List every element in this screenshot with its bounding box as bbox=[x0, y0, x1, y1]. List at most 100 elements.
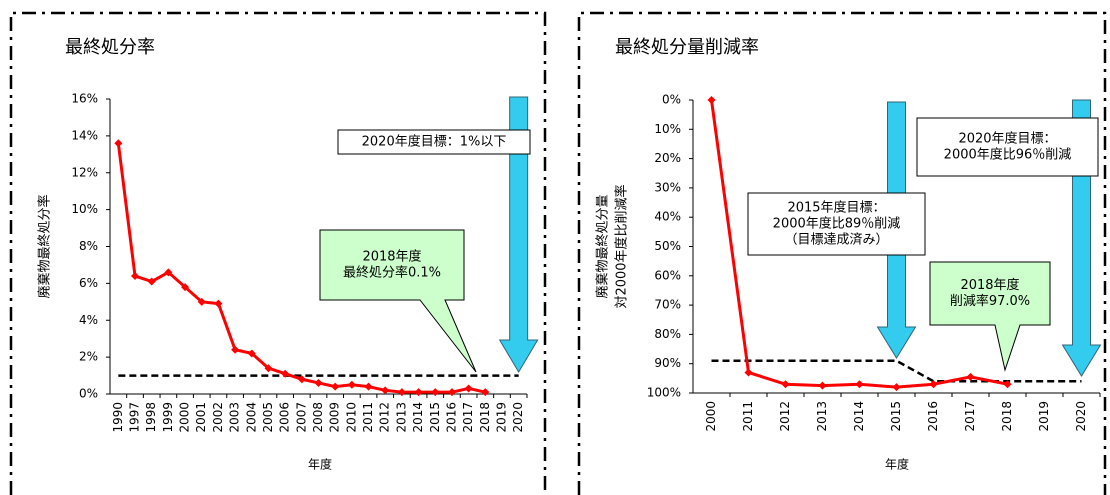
data-point bbox=[1003, 380, 1012, 389]
annotation-box bbox=[747, 192, 926, 256]
annotation-box bbox=[337, 129, 531, 155]
x-tick-label: 2012 bbox=[378, 402, 392, 433]
x-axis-label: 年度 bbox=[308, 457, 332, 472]
panel-border bbox=[9, 11, 547, 495]
data-point bbox=[147, 277, 156, 286]
x-tick-label: 1997 bbox=[128, 402, 142, 433]
y-axis-label: 廃棄物最終処分量 bbox=[595, 194, 611, 298]
y-tick-label: 14% bbox=[71, 128, 98, 142]
y-tick-label: 100% bbox=[647, 386, 681, 400]
x-tick-label: 2009 bbox=[328, 402, 342, 433]
data-point bbox=[314, 378, 323, 387]
y-tick-label: 40% bbox=[654, 210, 681, 224]
annotation-text: （目標達成済み） bbox=[784, 232, 888, 248]
annotation-text: 2000年度比96％削減 bbox=[944, 147, 1072, 163]
annotation-text: 削減率97.0% bbox=[950, 293, 1030, 309]
data-point bbox=[855, 380, 864, 389]
x-tick-label: 2006 bbox=[278, 402, 292, 433]
y-tick-label: 60% bbox=[654, 268, 681, 282]
x-tick-label: 2019 bbox=[1037, 401, 1051, 432]
x-tick-label: 1999 bbox=[161, 402, 175, 433]
y-tick-label: 20% bbox=[654, 151, 681, 165]
y-tick-label: 50% bbox=[654, 239, 681, 253]
data-point bbox=[707, 96, 716, 104]
x-tick-label: 2003 bbox=[228, 402, 242, 433]
panel-border bbox=[577, 11, 1107, 495]
x-tick-label: 2013 bbox=[815, 401, 829, 432]
data-point bbox=[247, 349, 256, 358]
x-tick-label: 2002 bbox=[211, 402, 225, 433]
x-tick-label: 2016 bbox=[444, 402, 458, 433]
x-tick-label: 2015 bbox=[889, 401, 903, 432]
data-point bbox=[264, 364, 273, 373]
x-tick-label: 2017 bbox=[963, 401, 977, 432]
data-point bbox=[781, 380, 790, 389]
callout-box bbox=[929, 261, 1051, 372]
data-point bbox=[181, 283, 190, 292]
x-tick-label: 2013 bbox=[394, 402, 408, 433]
y-tick-label: 0% bbox=[79, 387, 98, 401]
data-point bbox=[929, 380, 938, 389]
data-point bbox=[431, 388, 440, 397]
data-point bbox=[214, 299, 223, 308]
x-tick-label: 2014 bbox=[411, 402, 425, 433]
x-tick-label: 2011 bbox=[361, 402, 375, 433]
annotation-text: 2018年度 bbox=[960, 277, 1019, 293]
x-tick-label: 2019 bbox=[494, 402, 508, 433]
y-tick-label: 2% bbox=[79, 350, 98, 364]
annotation-text: 2015年度目標： bbox=[787, 200, 885, 216]
annotation-text: 2018年度 bbox=[362, 249, 421, 265]
data-point bbox=[297, 375, 306, 384]
data-point bbox=[281, 369, 290, 378]
data-point bbox=[397, 388, 406, 397]
data-point bbox=[892, 383, 901, 392]
y-axis-label: 廃棄物最終処分率 bbox=[37, 194, 53, 298]
data-point bbox=[381, 386, 390, 395]
y-tick-label: 6% bbox=[79, 276, 98, 290]
data-point bbox=[364, 382, 373, 391]
y-tick-label: 90% bbox=[654, 356, 681, 370]
y-tick-label: 30% bbox=[654, 180, 681, 194]
target-line bbox=[711, 359, 1082, 383]
data-point bbox=[197, 297, 206, 306]
y-tick-label: 0% bbox=[662, 93, 681, 107]
x-tick-label: 2008 bbox=[311, 402, 325, 433]
data-point bbox=[114, 139, 123, 148]
x-tick-label: 2000 bbox=[178, 402, 192, 433]
x-tick-label: 2000 bbox=[704, 401, 718, 432]
y-tick-label: 16% bbox=[71, 92, 98, 106]
x-tick-label: 2001 bbox=[194, 402, 208, 433]
x-tick-label: 2011 bbox=[741, 401, 755, 432]
data-point bbox=[481, 388, 490, 397]
data-point bbox=[414, 388, 423, 397]
data-point bbox=[744, 368, 753, 377]
x-tick-label: 2005 bbox=[261, 402, 275, 433]
x-tick-label: 2007 bbox=[294, 402, 308, 433]
annotation-text: 2000年度比89％削減 bbox=[773, 216, 901, 232]
x-tick-label: 2020 bbox=[1074, 401, 1088, 432]
x-tick-label: 2012 bbox=[778, 401, 792, 432]
y-axis-label: 対2000年度比削減率 bbox=[614, 184, 630, 308]
chart-title: 最終処分量削減率 bbox=[615, 37, 759, 58]
annotation-text: 2020年度目標： bbox=[958, 131, 1056, 147]
data-point bbox=[231, 345, 240, 354]
x-tick-label: 1990 bbox=[111, 402, 125, 433]
data-point bbox=[131, 272, 140, 280]
data-point bbox=[966, 372, 975, 381]
y-tick-label: 70% bbox=[654, 298, 681, 312]
x-tick-label: 2014 bbox=[852, 401, 866, 432]
y-tick-label: 80% bbox=[654, 327, 681, 341]
x-tick-label: 1998 bbox=[144, 402, 158, 433]
annotation-box bbox=[916, 117, 1099, 177]
y-tick-label: 12% bbox=[71, 165, 98, 179]
x-tick-label: 2018 bbox=[478, 402, 492, 433]
x-tick-label: 2017 bbox=[461, 402, 475, 433]
y-tick-label: 8% bbox=[79, 239, 98, 253]
x-tick-label: 2004 bbox=[244, 402, 258, 433]
data-point bbox=[447, 388, 456, 397]
x-tick-label: 2010 bbox=[344, 402, 358, 433]
annotation-text: 最終処分率0.1% bbox=[343, 265, 441, 281]
x-axis-label: 年度 bbox=[885, 457, 909, 472]
y-tick-label: 10% bbox=[654, 122, 681, 136]
